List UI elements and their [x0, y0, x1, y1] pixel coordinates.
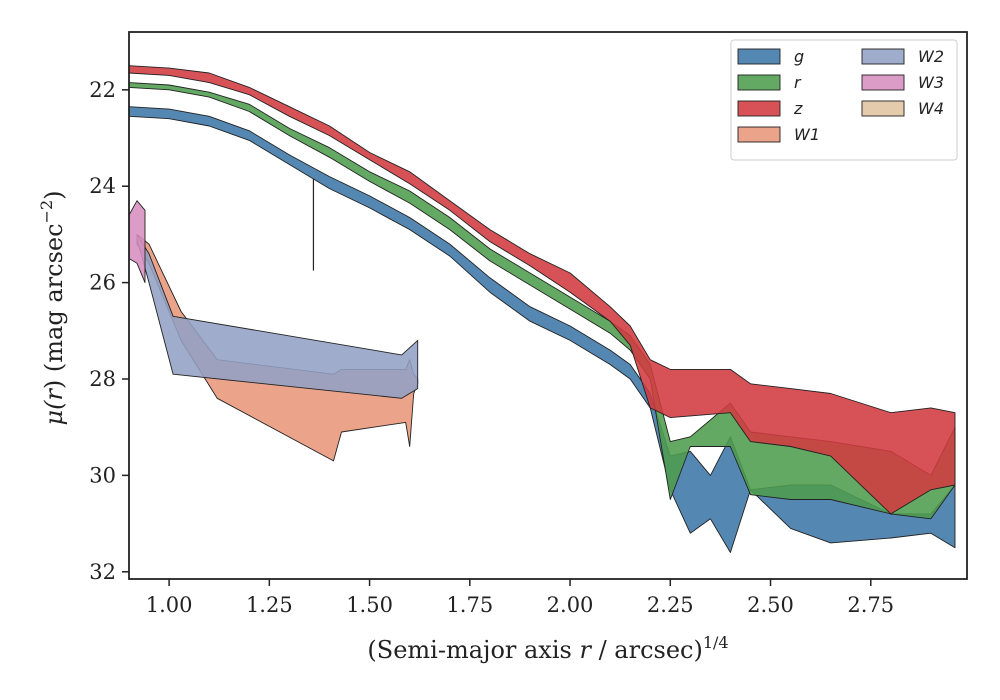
legend-label-w4: W4 — [918, 99, 944, 118]
legend-swatch-w3 — [861, 74, 905, 91]
band-z — [128, 65, 956, 515]
legend-label-g: g — [794, 47, 804, 66]
x-tick-label: 1.50 — [346, 593, 393, 617]
y-axis: 22 24 26 28 30 32 — [89, 78, 129, 584]
legend-swatch-r — [737, 74, 781, 91]
y-tick-label: 32 — [89, 560, 116, 584]
legend-label-w1: W1 — [794, 125, 820, 144]
legend-swatch-w4 — [861, 100, 905, 117]
x-tick-label: 2.00 — [547, 593, 594, 617]
y-axis-label: μ(r) (mag arcsec−2) — [37, 190, 68, 425]
x-tick-label: 2.50 — [747, 593, 794, 617]
x-axis-label: (Semi-major axis r / arcsec)1/4 — [367, 633, 728, 664]
legend-swatch-z — [737, 100, 781, 117]
x-axis: 1.00 1.25 1.50 1.75 2.00 2.25 2.50 2.75 — [146, 579, 894, 617]
y-tick-label: 22 — [89, 78, 116, 102]
x-tick-label: 2.75 — [847, 593, 894, 617]
legend-label-w3: W3 — [918, 73, 944, 92]
legend-frame — [730, 39, 958, 161]
legend-swatch-g — [737, 48, 781, 65]
legend-swatch-w1 — [737, 126, 781, 143]
y-tick-label: 24 — [89, 174, 116, 198]
plot-frame — [128, 31, 968, 580]
legend-label-r: r — [794, 73, 802, 92]
legend-swatch-w2 — [861, 48, 905, 65]
legend: grz W1 W2 W3 W4 — [730, 39, 958, 161]
x-tick-label: 1.25 — [246, 593, 293, 617]
x-tick-label: 1.75 — [446, 593, 493, 617]
x-tick-label: 1.00 — [146, 593, 193, 617]
legend-label-z: z — [793, 99, 803, 118]
x-tick-label: 2.25 — [647, 593, 694, 617]
y-tick-label: 30 — [89, 463, 116, 487]
y-tick-label: 26 — [89, 271, 116, 295]
band-w3 — [128, 200, 146, 284]
y-tick-label: 28 — [89, 367, 116, 391]
legend-label-w2: W2 — [918, 47, 944, 66]
